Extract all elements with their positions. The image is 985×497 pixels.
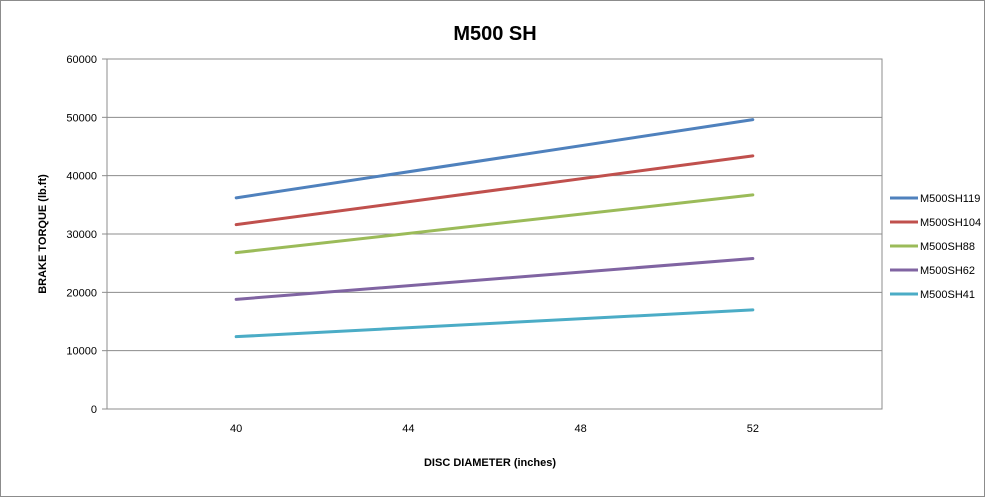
y-tick-label: 50000 <box>66 112 97 124</box>
y-tick-label: 0 <box>91 404 97 416</box>
x-axis-ticks: 40 44 48 52 <box>230 423 759 435</box>
series-line-m500sh41 <box>234 308 755 339</box>
legend: M500SH119 M500SH104 M500SH88 M500SH62 M500SH… <box>890 193 981 301</box>
x-tick-label: 44 <box>402 423 414 435</box>
legend-label: M500SH104 <box>920 217 981 229</box>
series-line-m500sh119 <box>234 118 755 200</box>
legend-item: M500SH119 <box>890 193 980 205</box>
series-line-m500sh104 <box>234 154 755 227</box>
y-tick-label: 60000 <box>66 54 97 66</box>
y-tick-label: 40000 <box>66 171 97 183</box>
x-tick-label: 48 <box>574 423 586 435</box>
legend-item: M500SH62 <box>890 265 975 277</box>
y-axis-title: BRAKE TORQUE (lb.ft) <box>37 174 49 294</box>
y-tick-label: 30000 <box>66 229 97 241</box>
chart-title: M500 SH <box>453 23 536 45</box>
x-axis-title: DISC DIAMETER (inches) <box>424 457 556 469</box>
series-lines <box>234 118 755 339</box>
legend-item: M500SH88 <box>890 241 975 253</box>
legend-label: M500SH119 <box>920 193 980 205</box>
legend-item: M500SH104 <box>890 217 981 229</box>
gridlines <box>107 58 882 410</box>
y-tick-label: 20000 <box>66 287 97 299</box>
series-line-m500sh62 <box>234 257 755 301</box>
series-line-m500sh88 <box>234 193 755 255</box>
legend-label: M500SH62 <box>920 265 975 277</box>
legend-item: M500SH41 <box>890 289 975 301</box>
y-axis-ticks: 0 10000 20000 30000 40000 50000 60000 <box>66 54 107 416</box>
x-tick-label: 52 <box>747 423 759 435</box>
y-tick-label: 10000 <box>66 346 97 358</box>
legend-label: M500SH41 <box>920 289 975 301</box>
legend-label: M500SH88 <box>920 241 975 253</box>
x-tick-label: 40 <box>230 423 242 435</box>
